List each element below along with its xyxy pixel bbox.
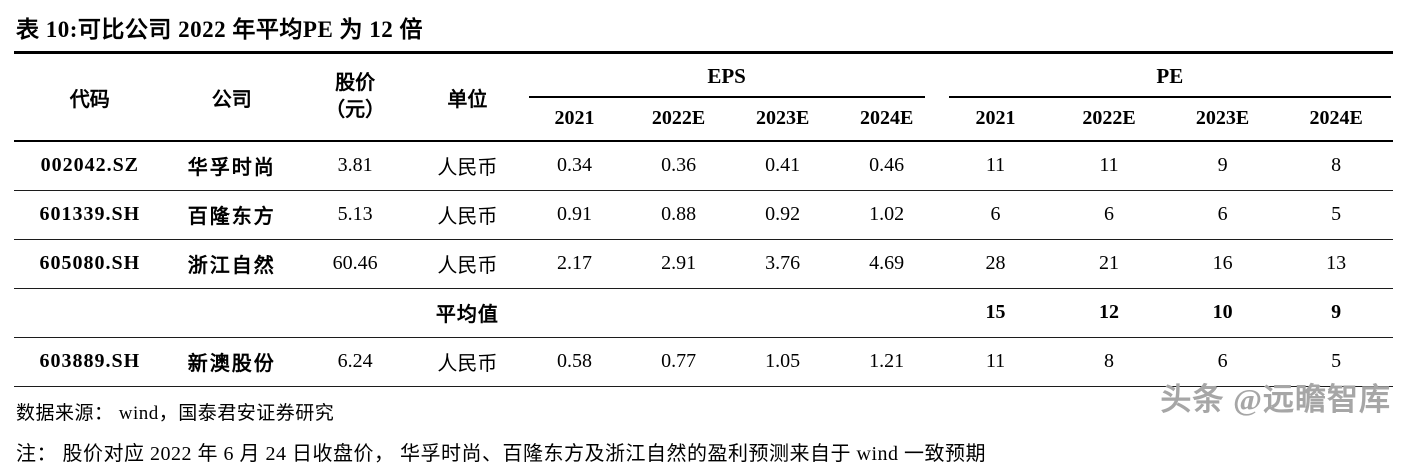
cell-eps: 0.77	[626, 337, 731, 387]
table-row: 601339.SH 百隆东方 5.13 人民币 0.91 0.88 0.92 1.02 6 6 6 5	[14, 190, 1393, 240]
cell-unit: 人民币	[412, 190, 523, 240]
cell-eps: 0.92	[730, 190, 835, 240]
header-row-groups: 代码 公司 股价 （元） 单位 EPS PE	[14, 54, 1393, 142]
cell-pe: 6	[1052, 190, 1166, 240]
pe-group-label: PE	[948, 54, 1391, 98]
price-header-line1: 股价	[335, 72, 376, 94]
cell-pe: 6	[1165, 190, 1280, 240]
eps-year-2023e: 2023E	[730, 98, 835, 142]
table-row: 002042.SZ 华孚时尚 3.81 人民币 0.34 0.36 0.41 0.46 11 11…	[14, 141, 1393, 191]
cell-pe: 16	[1165, 239, 1280, 289]
cell-unit: 人民币	[412, 337, 523, 387]
cell-pe: 5	[1279, 337, 1393, 387]
average-row: 平均值 15 12 10 9	[14, 288, 1393, 338]
cell-pe: 11	[938, 337, 1053, 387]
cell-eps: 0.46	[834, 141, 939, 191]
cell-pe: 21	[1052, 239, 1166, 289]
cell-eps	[834, 288, 939, 338]
price-header-line2: （元）	[325, 99, 386, 121]
col-group-eps: EPS	[523, 54, 939, 98]
cell-code: 605080.SH	[14, 239, 166, 289]
cell-price: 60.46	[297, 239, 413, 289]
cell-pe: 28	[938, 239, 1053, 289]
comparable-companies-table: 代码 公司 股价 （元） 单位 EPS PE 2021 2022E 2023E …	[14, 54, 1393, 387]
col-header-price: 股价 （元）	[297, 54, 413, 142]
cell-eps: 3.76	[730, 239, 835, 289]
cell-eps: 2.17	[522, 239, 627, 289]
cell-pe: 8	[1279, 141, 1393, 191]
cell-code	[14, 288, 166, 338]
cell-company	[165, 288, 298, 338]
cell-pe: 9	[1165, 141, 1280, 191]
table-row: 605080.SH 浙江自然 60.46 人民币 2.17 2.91 3.76 4.69 28 2…	[14, 239, 1393, 289]
cell-pe: 12	[1052, 288, 1166, 338]
cell-company: 浙江自然	[165, 239, 298, 289]
cell-company: 华孚时尚	[165, 141, 298, 191]
eps-year-2024e: 2024E	[834, 98, 939, 142]
cell-eps: 1.02	[834, 190, 939, 240]
cell-eps: 2.91	[626, 239, 731, 289]
data-source: 数据来源： wind，国泰君安证券研究	[16, 403, 335, 424]
cell-unit: 人民币	[412, 239, 523, 289]
watermark: 头条 @远瞻智库	[1160, 382, 1391, 417]
pe-year-2024e: 2024E	[1279, 98, 1393, 142]
col-header-code: 代码	[14, 54, 166, 142]
cell-company: 新澳股份	[165, 337, 298, 387]
col-header-company: 公司	[165, 54, 298, 142]
eps-year-2022e: 2022E	[626, 98, 731, 142]
cell-eps	[522, 288, 627, 338]
table-row: 603889.SH 新澳股份 6.24 人民币 0.58 0.77 1.05 1.21 11 8 6…	[14, 337, 1393, 387]
cell-pe: 13	[1279, 239, 1393, 289]
table-body: 002042.SZ 华孚时尚 3.81 人民币 0.34 0.36 0.41 0.46 11 11…	[14, 141, 1393, 387]
col-group-pe: PE	[939, 54, 1393, 98]
pe-year-2021: 2021	[938, 98, 1053, 142]
cell-eps: 0.91	[522, 190, 627, 240]
cell-pe: 15	[938, 288, 1053, 338]
cell-price	[297, 288, 413, 338]
cell-eps	[626, 288, 731, 338]
cell-eps: 4.69	[834, 239, 939, 289]
cell-code: 002042.SZ	[14, 141, 166, 191]
cell-eps: 0.88	[626, 190, 731, 240]
eps-year-2021: 2021	[522, 98, 627, 142]
pe-year-2022e: 2022E	[1052, 98, 1166, 142]
cell-pe: 10	[1165, 288, 1280, 338]
col-header-unit: 单位	[412, 54, 523, 142]
cell-eps: 0.41	[730, 141, 835, 191]
cell-pe: 8	[1052, 337, 1166, 387]
header-row-years: 2021 2022E 2023E 2024E 2021 2022E 2023E …	[14, 98, 1393, 142]
cell-eps	[730, 288, 835, 338]
cell-code: 601339.SH	[14, 190, 166, 240]
cell-pe: 9	[1279, 288, 1393, 338]
cell-eps: 0.36	[626, 141, 731, 191]
eps-group-label: EPS	[528, 54, 925, 98]
table-header: 代码 公司 股价 （元） 单位 EPS PE 2021 2022E 2023E …	[14, 54, 1393, 142]
cell-price: 3.81	[297, 141, 413, 191]
table-title: 表 10:可比公司 2022 年平均PE 为 12 倍	[14, 6, 1393, 54]
cell-unit: 人民币	[412, 141, 523, 191]
cell-pe: 6	[938, 190, 1053, 240]
cell-pe: 11	[1052, 141, 1166, 191]
cell-pe: 6	[1165, 337, 1280, 387]
cell-company: 百隆东方	[165, 190, 298, 240]
cell-eps: 0.58	[522, 337, 627, 387]
cell-price: 6.24	[297, 337, 413, 387]
cell-eps: 1.21	[834, 337, 939, 387]
note-text: 注： 股价对应 2022 年 6 月 24 日收盘价， 华孚时尚、百隆东方及浙江…	[16, 443, 986, 465]
cell-eps: 1.05	[730, 337, 835, 387]
cell-unit: 平均值	[412, 288, 523, 338]
cell-pe: 5	[1279, 190, 1393, 240]
cell-code: 603889.SH	[14, 337, 166, 387]
cell-pe: 11	[938, 141, 1053, 191]
cell-price: 5.13	[297, 190, 413, 240]
cell-eps: 0.34	[522, 141, 627, 191]
pe-year-2023e: 2023E	[1165, 98, 1280, 142]
